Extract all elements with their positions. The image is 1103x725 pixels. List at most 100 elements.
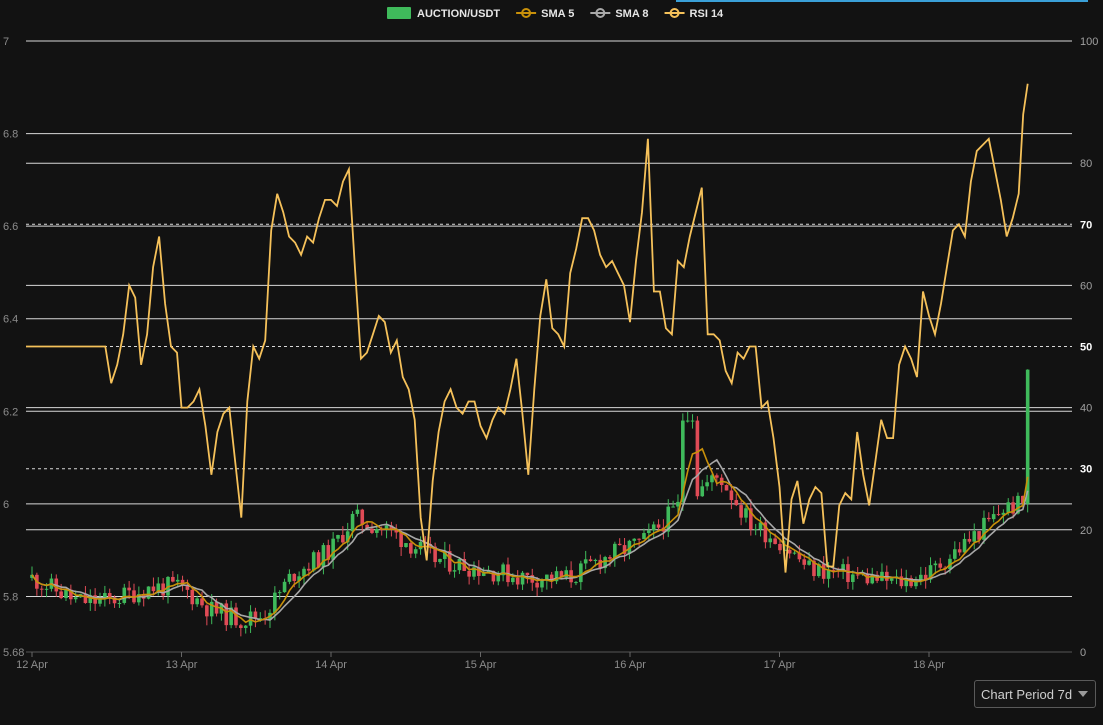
candle-body <box>559 571 564 578</box>
right-tick-label: 0 <box>1080 647 1086 659</box>
legend-swatch-marker <box>595 8 606 18</box>
candle-body <box>773 538 777 544</box>
candle-body <box>540 580 544 588</box>
right-tick-label: 80 <box>1080 158 1092 170</box>
candle-body <box>467 570 471 577</box>
candle-body <box>846 564 850 583</box>
chart-period-select[interactable]: Chart Period 7d <box>974 680 1096 708</box>
candle-body <box>447 551 452 572</box>
candle-body <box>122 587 127 603</box>
candle-body <box>389 525 394 529</box>
candle-body <box>1001 512 1006 515</box>
candle-body <box>418 541 423 550</box>
candle-body <box>778 543 782 551</box>
candle-body <box>972 531 977 542</box>
x-tick-label: 17 Apr <box>764 659 796 671</box>
candle-body <box>666 506 671 532</box>
candle-body <box>632 538 637 541</box>
x-tick-label: 12 Apr <box>16 659 48 671</box>
candle-body <box>384 525 389 530</box>
candle-body <box>307 568 311 571</box>
candle-body <box>452 570 457 572</box>
candle-body <box>889 578 894 581</box>
legend-label: SMA 8 <box>615 8 648 20</box>
candle-body <box>579 563 583 583</box>
candle-body <box>831 569 836 571</box>
candle-body <box>413 549 418 554</box>
candle-body <box>734 500 739 506</box>
candle-body <box>685 420 690 422</box>
candle-body <box>642 533 646 540</box>
legend-label: AUCTION/USDT <box>417 8 500 20</box>
candle-body <box>520 572 525 585</box>
candle-body <box>690 420 695 422</box>
candle-body <box>355 509 360 514</box>
left-tick-label: 6.8 <box>3 129 18 141</box>
candle-body <box>477 567 481 576</box>
candle-body <box>797 552 802 560</box>
candle-body <box>224 603 229 626</box>
candle-body <box>370 528 374 533</box>
right-tick-label: 60 <box>1080 280 1092 292</box>
candle-body <box>749 508 753 530</box>
candle-body <box>821 564 826 579</box>
candle-body <box>739 505 743 518</box>
sma-lines <box>31 447 1029 624</box>
candle-body <box>515 577 520 585</box>
right-tick-label: 50 <box>1080 342 1092 354</box>
candle-body <box>991 514 996 520</box>
right-tick-label: 40 <box>1080 403 1092 415</box>
right-tick-label: 70 <box>1080 219 1092 231</box>
candle-body <box>375 529 379 533</box>
candle-body <box>365 524 369 529</box>
left-tick-label: 7 <box>3 36 9 48</box>
candle-body <box>146 586 151 599</box>
candle-body <box>817 564 821 577</box>
candle-body <box>802 559 807 565</box>
x-tick-label: 13 Apr <box>166 659 198 671</box>
candle-body <box>826 569 831 579</box>
candle-body <box>899 576 904 587</box>
candle-body <box>812 560 816 577</box>
candle-body <box>700 486 705 497</box>
sma8-line <box>31 458 1029 621</box>
x-tick-label: 14 Apr <box>315 659 347 671</box>
candle-body <box>593 559 598 562</box>
candle-body <box>209 601 214 617</box>
candle-body <box>753 529 758 531</box>
candle-body <box>919 574 923 582</box>
candle-body <box>637 538 641 540</box>
candle-body <box>695 420 700 497</box>
candle-body <box>297 576 301 581</box>
candle-body <box>205 605 209 617</box>
candle-body <box>996 514 1001 516</box>
candle-body <box>928 565 933 580</box>
candle-body <box>472 567 476 577</box>
candle-body <box>729 490 734 501</box>
candle-body <box>326 545 331 560</box>
candle-body <box>156 583 161 592</box>
candle-body <box>967 538 972 542</box>
candle-body <box>763 522 768 543</box>
candle-body <box>185 584 190 590</box>
candle-body <box>311 552 316 571</box>
candle-body <box>180 579 185 585</box>
candle-body <box>865 573 870 584</box>
right-tick-label: 20 <box>1080 525 1092 537</box>
candle-body <box>651 524 656 531</box>
candle-body <box>161 583 165 596</box>
candle-body <box>103 593 107 599</box>
candle-body <box>613 543 617 559</box>
candle-body <box>404 543 408 547</box>
candle-body <box>724 485 729 491</box>
legend[interactable]: AUCTION/USDT SMA 5 SMA 8 RSI 14 <box>387 7 724 20</box>
candle-body <box>564 570 569 578</box>
candle-body <box>137 594 141 603</box>
candle-body <box>851 574 855 583</box>
candle-body <box>112 597 117 604</box>
candle-body <box>302 568 306 577</box>
candle-body <box>603 557 607 569</box>
left-tick-label: 6.2 <box>3 406 18 418</box>
rsi-line <box>26 83 1029 573</box>
